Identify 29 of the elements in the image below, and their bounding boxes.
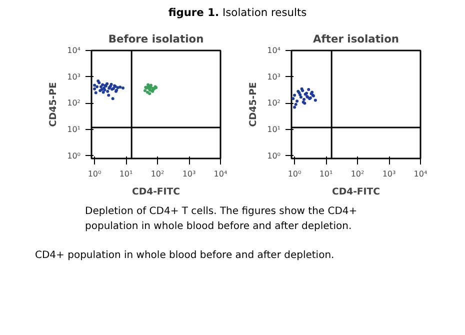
y-tick-label: 10⁰ — [267, 152, 281, 161]
y-axis-title: CD45-PE — [248, 82, 260, 128]
x-tick-label: 10¹ — [319, 170, 333, 179]
x-tick-label: 10² — [350, 170, 364, 179]
y-tick-label: 10⁴ — [67, 46, 81, 56]
x-tick-label: 10⁰ — [88, 170, 102, 179]
y-tick-label: 10³ — [267, 72, 281, 82]
x-tick-label: 10⁴ — [214, 170, 228, 179]
x-tick-label: 10³ — [182, 170, 196, 179]
x-tick-label: 10³ — [382, 170, 396, 179]
y-tick-label: 10² — [267, 98, 281, 108]
chart-title: Before isolation — [108, 32, 204, 46]
y-tick-label: 10⁴ — [267, 46, 281, 56]
text: Depletion of CD4+ T cells. The figures show the CD4+ population in whole blood before and after depletion. — [85, 205, 358, 234]
y-axis-title: CD45-PE — [48, 82, 60, 128]
x-tick-label: 10⁴ — [414, 170, 428, 179]
y-tick-label: 10² — [67, 98, 81, 108]
text: figure 1. Isolation results — [168, 5, 307, 20]
y-tick-label: 10¹ — [67, 125, 81, 134]
y-tick-label: 10³ — [67, 72, 81, 82]
x-tick-label: 10¹ — [119, 170, 133, 179]
x-axis-title: CD4-FITC — [332, 186, 380, 198]
y-tick-label: 10¹ — [267, 125, 281, 134]
text: CD4+ population in whole blood before and after depletion. — [35, 248, 334, 263]
x-tick-label: 10⁰ — [288, 170, 302, 179]
y-tick-label: 10⁰ — [67, 152, 81, 161]
x-axis-title: CD4-FITC — [132, 186, 180, 198]
chart-title: After isolation — [313, 32, 399, 46]
x-tick-label: 10² — [150, 170, 164, 179]
